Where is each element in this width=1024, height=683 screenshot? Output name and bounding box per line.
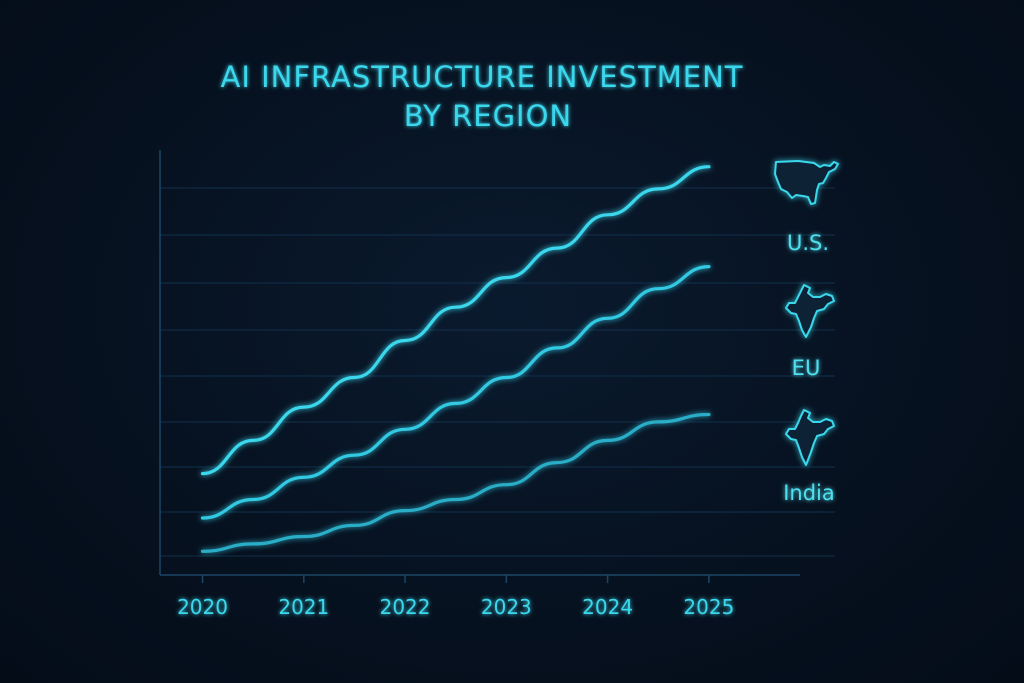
chart-title-line-1: AI INFRASTRUCTURE INVESTMENT (220, 60, 743, 94)
chart-title-line-2: BY REGION (404, 99, 572, 133)
series-line-us (200, 165, 711, 476)
x-tick-label: 2021 (278, 595, 329, 619)
series-label-eu: EU (792, 356, 821, 380)
india-map-icon (785, 284, 835, 338)
x-tick-label: 2023 (481, 595, 532, 619)
series-lines (200, 165, 711, 553)
series-label-us: U.S. (787, 231, 829, 255)
series-label-india: India (783, 481, 835, 505)
x-tick-label: 2024 (582, 595, 633, 619)
x-tick-label: 2025 (683, 595, 734, 619)
series-line-eu (200, 265, 711, 520)
series-line-india (200, 412, 711, 553)
india-map-icon (785, 409, 835, 466)
x-tick-label: 2020 (177, 595, 228, 619)
x-axis-ticks: 2020 2021 2022 2023 2024 2025 (177, 575, 734, 619)
usa-map-icon (774, 160, 839, 205)
x-tick-label: 2022 (380, 595, 431, 619)
grid-lines (160, 187, 835, 557)
